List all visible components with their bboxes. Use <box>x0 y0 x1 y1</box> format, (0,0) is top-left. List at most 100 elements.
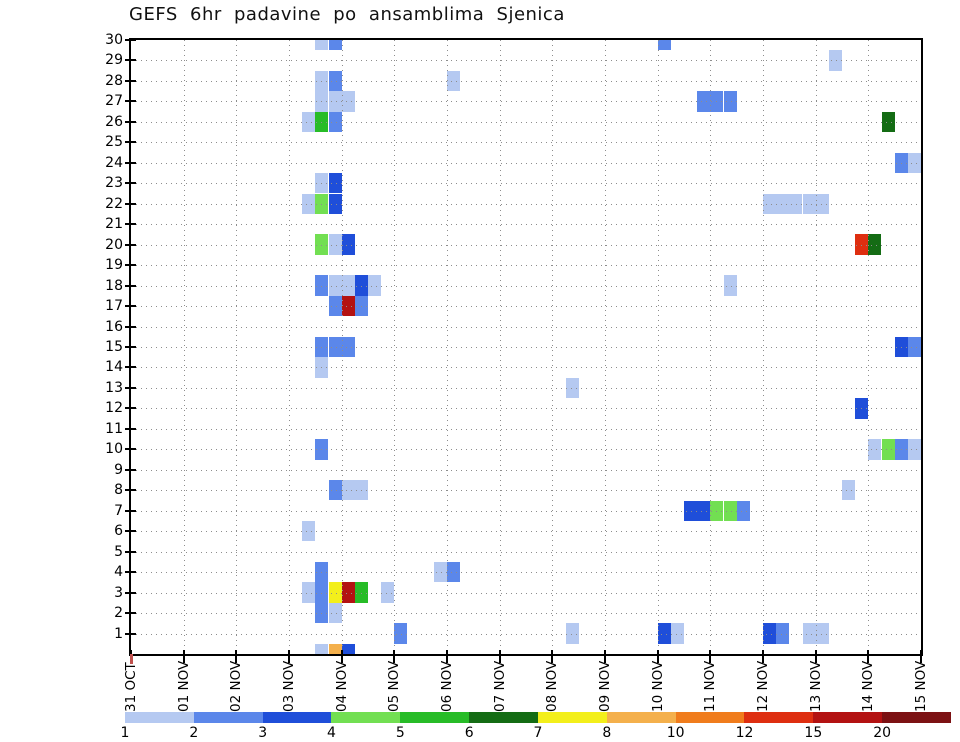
colorbar-label: 7 <box>533 725 543 741</box>
gridline-horizontal <box>131 572 921 574</box>
y-axis-tick <box>125 571 136 574</box>
x-axis-tick <box>182 650 185 663</box>
y-axis-label: 3 <box>114 584 123 601</box>
heatmap-cell <box>341 91 355 112</box>
y-axis-tick <box>125 530 136 533</box>
heatmap-cell <box>354 480 368 501</box>
x-axis-tick <box>340 650 343 663</box>
y-axis-label: 20 <box>105 236 123 253</box>
colorbar-segment <box>813 712 883 723</box>
heatmap-cell <box>657 623 671 644</box>
gridline-vertical <box>605 40 606 654</box>
y-axis-label: 21 <box>105 216 123 233</box>
colorbar-label: 6 <box>464 725 474 741</box>
gridline-vertical <box>447 40 448 654</box>
y-axis-tick <box>125 448 136 451</box>
heatmap-cell <box>328 336 342 358</box>
y-axis-label: 1 <box>114 625 123 642</box>
colorbar-segment <box>125 712 194 723</box>
y-axis-tick <box>125 386 136 389</box>
colorbar-label: 10 <box>666 725 685 741</box>
x-axis-tick <box>393 650 396 663</box>
y-axis-label: 19 <box>105 257 123 274</box>
gridline-vertical <box>815 40 817 654</box>
y-axis-label: 13 <box>105 379 123 396</box>
colorbar-segment <box>744 712 814 723</box>
heatmap-cell <box>328 480 342 501</box>
x-axis-label: 15 NOV <box>913 660 929 712</box>
gridline-horizontal <box>131 162 921 164</box>
heatmap-cell <box>315 234 329 255</box>
x-axis-label: 09 NOV <box>597 660 613 712</box>
x-axis-tick <box>235 650 238 663</box>
heatmap-cell <box>894 439 908 460</box>
gridline-vertical <box>341 40 343 654</box>
y-axis-tick <box>125 366 136 369</box>
y-axis-label: 8 <box>114 482 123 499</box>
colorbar-segment <box>331 712 401 723</box>
gridline-vertical <box>499 40 501 654</box>
y-axis-tick <box>125 182 136 185</box>
heatmap-cell <box>328 602 342 624</box>
heatmap-cell <box>302 111 316 133</box>
heatmap-cell <box>315 70 329 92</box>
x-axis-label: 10 NOV <box>649 660 666 712</box>
gridline-horizontal <box>131 531 921 533</box>
chart-title: GEFS 6hr padavine po ansamblima Sjenica <box>129 4 565 25</box>
heatmap-cell <box>315 643 329 654</box>
origin-tick-red <box>130 654 133 664</box>
colorbar-segment <box>675 712 745 723</box>
y-axis-tick <box>125 325 136 328</box>
heatmap-cell <box>381 582 395 603</box>
gridline-horizontal <box>131 183 921 185</box>
x-axis-tick <box>814 650 817 663</box>
gridline-horizontal <box>131 469 921 471</box>
y-axis-tick <box>125 100 136 103</box>
y-axis-label: 22 <box>105 195 123 212</box>
y-axis-label: 27 <box>105 93 123 110</box>
gridline-horizontal <box>131 551 921 553</box>
y-axis-tick <box>125 427 136 430</box>
y-axis-tick <box>125 591 136 594</box>
heatmap-cell <box>697 91 711 112</box>
y-axis-tick <box>125 346 136 348</box>
heatmap-cell <box>315 439 329 460</box>
colorbar-label: 1 <box>120 725 130 741</box>
y-axis-tick <box>125 632 136 635</box>
gridline-horizontal <box>131 490 921 492</box>
x-axis-label: 11 NOV <box>702 660 719 712</box>
x-axis-tick <box>709 650 712 663</box>
colorbar-segment <box>537 712 607 723</box>
y-axis-label: 2 <box>114 605 123 622</box>
gridline-vertical <box>183 40 185 654</box>
y-axis-tick <box>125 489 136 492</box>
colorbar <box>125 712 951 723</box>
heatmap-cell <box>657 40 671 51</box>
gridline-horizontal <box>131 633 921 635</box>
gridline-horizontal <box>131 592 921 594</box>
x-axis-label: 02 NOV <box>228 660 245 712</box>
heatmap-cell <box>907 336 921 358</box>
gridline-horizontal <box>131 613 921 615</box>
x-axis-label: 08 NOV <box>544 660 561 712</box>
y-axis-label: 10 <box>105 441 123 458</box>
heatmap-cell <box>328 295 342 317</box>
y-axis-tick <box>125 264 136 267</box>
heatmap-cell <box>315 582 329 603</box>
heatmap-cell <box>394 623 408 644</box>
y-axis-tick <box>125 141 136 144</box>
colorbar-segment <box>193 712 263 723</box>
y-axis-label: 5 <box>114 543 123 560</box>
heatmap-cell <box>328 70 342 92</box>
heatmap-cell <box>842 480 856 501</box>
y-axis-label: 30 <box>105 32 123 48</box>
y-axis-label: 17 <box>105 298 123 315</box>
y-axis-tick <box>125 550 136 553</box>
colorbar-segment <box>606 712 676 723</box>
y-axis-label: 29 <box>105 52 123 69</box>
y-axis-label: 24 <box>105 154 123 171</box>
heatmap-cell <box>447 561 461 583</box>
gridline-horizontal <box>131 142 921 144</box>
colorbar-label: 2 <box>189 725 199 741</box>
y-axis-label: 11 <box>105 420 123 437</box>
